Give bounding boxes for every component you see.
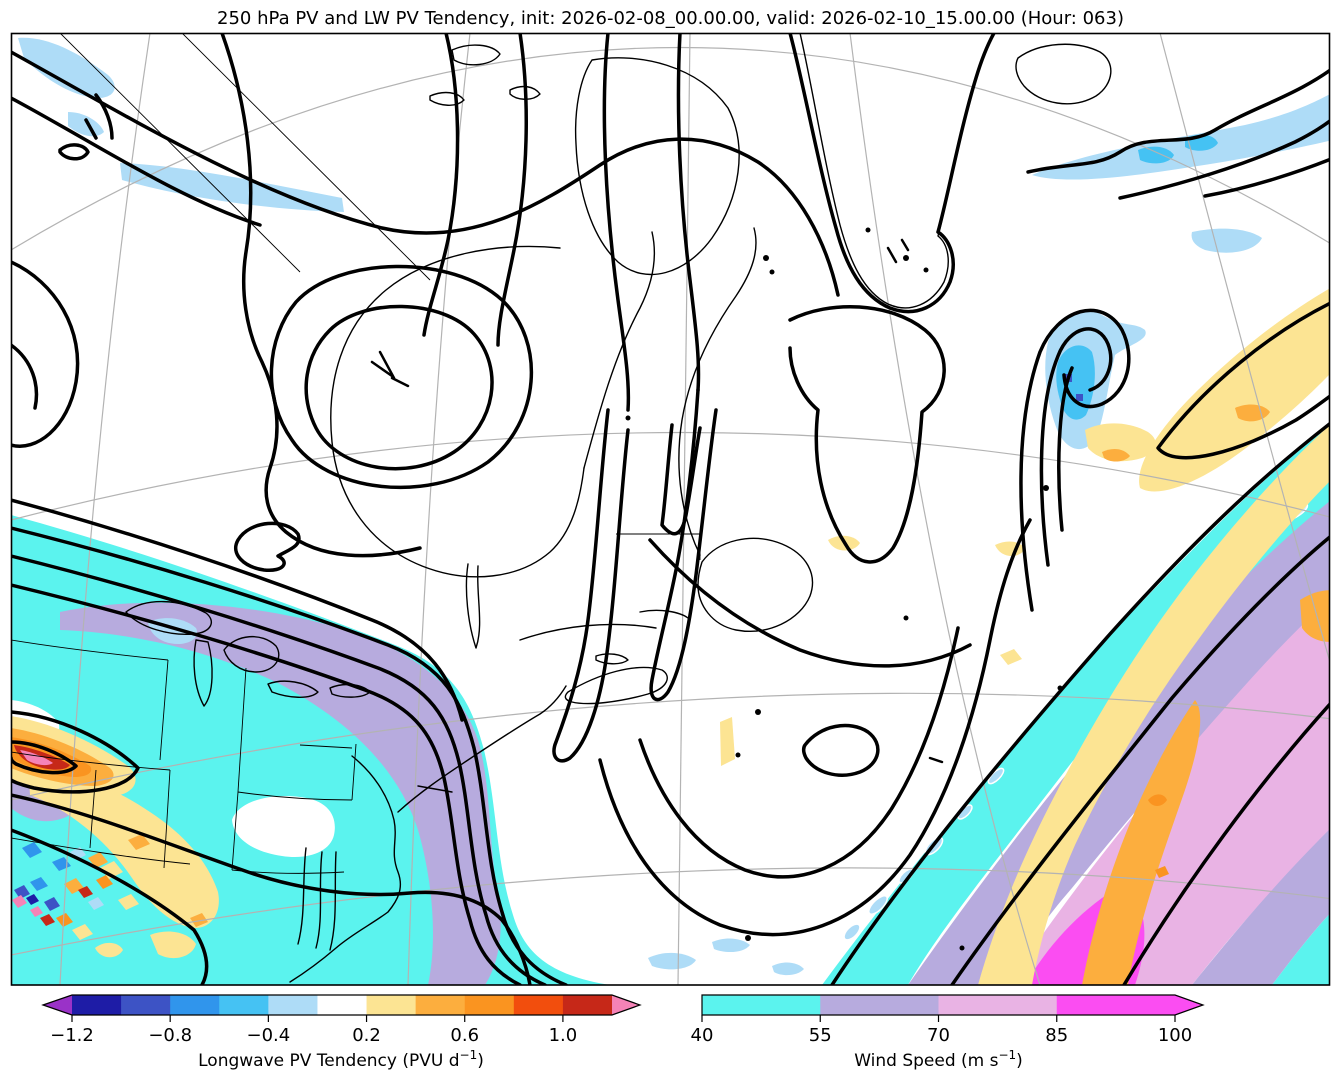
wind-colorbar-outline xyxy=(701,994,1205,1016)
tendency-tick-0: −1.2 xyxy=(50,1025,94,1046)
cutoff-pos-orange xyxy=(1102,448,1130,462)
pos-band-orange xyxy=(1082,700,1201,985)
pos-yellow-ne xyxy=(1139,288,1330,492)
tendency-tick-4: 0.6 xyxy=(450,1025,479,1046)
sw-speckles xyxy=(12,842,139,940)
wind-tick-2: 70 xyxy=(927,1025,950,1046)
calm-white-patch xyxy=(232,796,335,858)
neg-band-spot1 xyxy=(1138,146,1174,164)
wind-ticks xyxy=(701,1015,1176,1022)
pos-sw-yellow3 xyxy=(95,942,123,958)
map-content xyxy=(11,33,1330,985)
coastlines xyxy=(125,33,1112,983)
wind-tick-4: 100 xyxy=(1158,1025,1192,1046)
wind-tick-0: 40 xyxy=(691,1025,714,1046)
ridge-pink xyxy=(20,750,53,766)
jet-se-lavender2 xyxy=(1192,829,1330,985)
map-border xyxy=(10,32,1331,986)
pos-small3 xyxy=(720,717,735,766)
pos-small4 xyxy=(1000,649,1022,665)
pos-sw-orange1 xyxy=(128,834,150,850)
pos-band-dorange2 xyxy=(1155,866,1169,878)
tendency-under-arrow xyxy=(43,995,72,1015)
wind-tick-1: 55 xyxy=(809,1025,832,1046)
political-borders xyxy=(11,33,701,874)
tendency-ticks xyxy=(71,1015,564,1022)
wind-tick-3: 85 xyxy=(1045,1025,1068,1046)
pos-sw-orange2 xyxy=(190,913,208,927)
wind-over-arrow xyxy=(1175,995,1203,1015)
wind-axis-label: Wind Speed (m s−1) xyxy=(854,1048,1023,1071)
neg-streak-nw2 xyxy=(68,112,104,137)
pv-contours xyxy=(11,33,1330,985)
pos-orange-ne xyxy=(1235,404,1270,422)
tendency-tick-5: 1.0 xyxy=(549,1025,578,1046)
tendency-tick-3: 0.2 xyxy=(352,1025,381,1046)
neg-blob-iceland xyxy=(1191,228,1262,253)
figure-title: 250 hPa PV and LW PV Tendency, init: 202… xyxy=(217,8,1124,29)
tendency-axis-label: Longwave PV Tendency (PVU d−1) xyxy=(198,1048,484,1071)
neg-streak-nw xyxy=(18,37,115,98)
cutoff-neg-royal2 xyxy=(1076,394,1083,401)
neg-streak-long xyxy=(120,163,344,212)
neg-bottom3 xyxy=(772,962,804,976)
cutoff-neg-mid xyxy=(1056,345,1095,420)
neg-bottom2 xyxy=(712,938,750,953)
jet-sw-lavender xyxy=(60,602,501,985)
tendency-tick-1: −0.8 xyxy=(148,1025,192,1046)
pos-sw-yellow2 xyxy=(150,931,196,959)
wind-colorbar: 40 55 70 85 100 Wind Speed (m s−1) xyxy=(691,994,1205,1071)
small-islands xyxy=(625,227,1063,951)
tendency-tick-2: −0.4 xyxy=(247,1025,291,1046)
pos-band-dorange1 xyxy=(1148,794,1167,806)
tendency-colorbar: −1.2 −0.8 −0.4 0.2 0.6 1.0 Longwave PV T… xyxy=(41,994,642,1071)
pv-tendency-shading xyxy=(11,37,1330,985)
neg-bottom1 xyxy=(648,952,696,970)
tendency-over-arrow xyxy=(612,995,640,1015)
pos-orange-rightedge xyxy=(1300,590,1330,642)
jet-se-cyan2 xyxy=(1272,913,1330,985)
pos-sw-yellow-main xyxy=(28,762,219,928)
pos-band-yellow xyxy=(978,425,1330,985)
